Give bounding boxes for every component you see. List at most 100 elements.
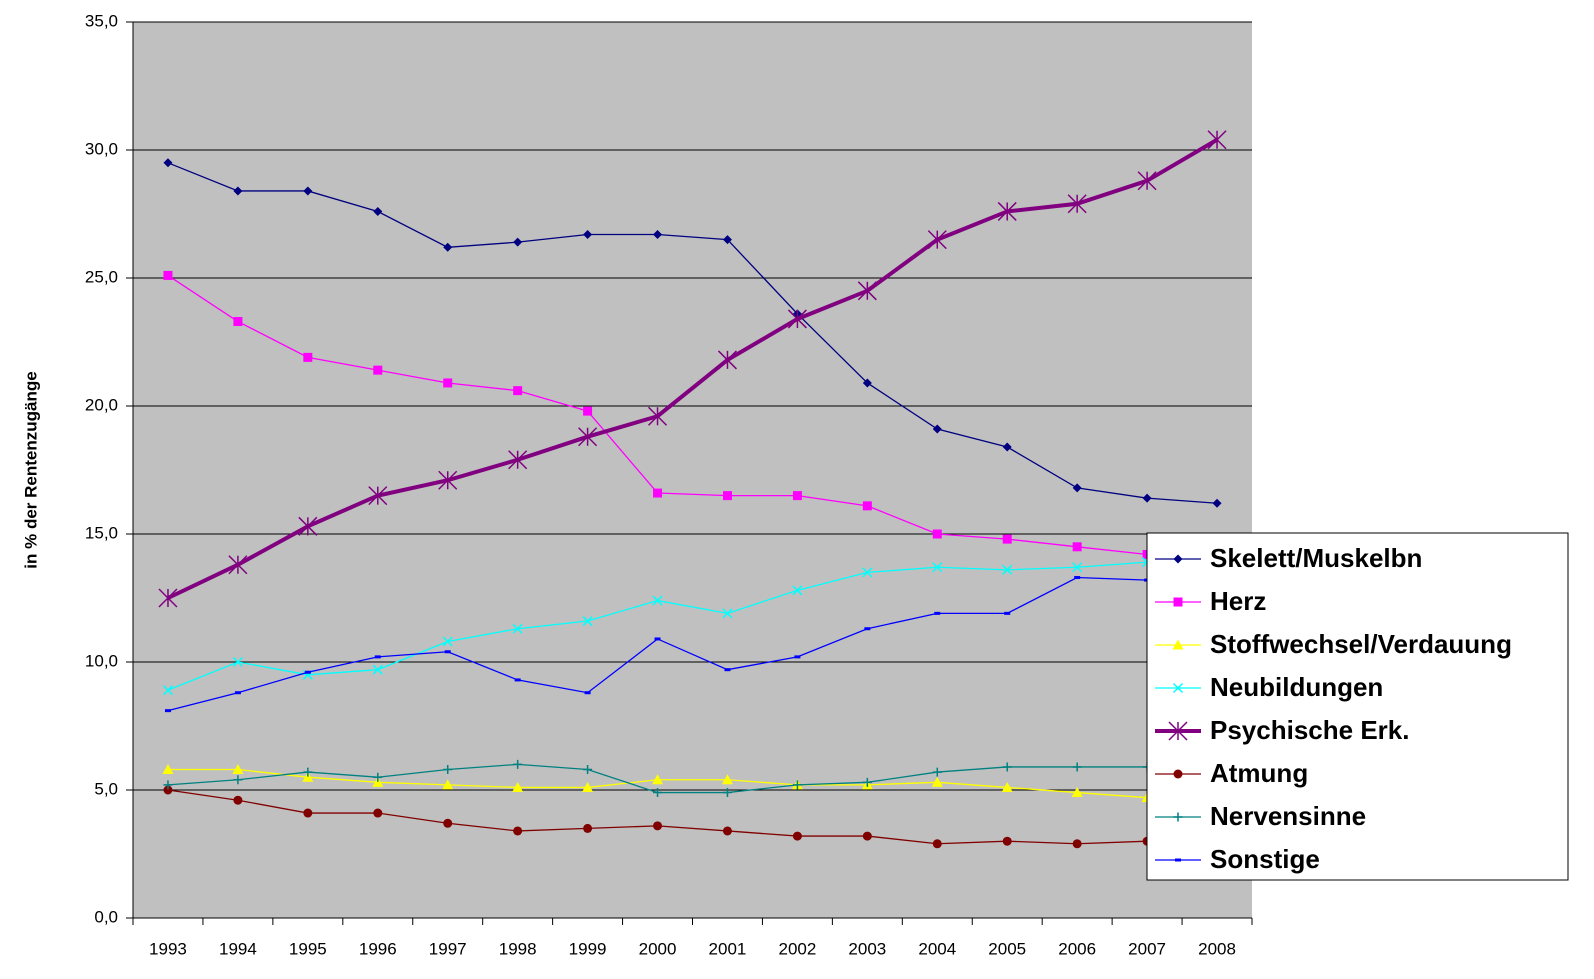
x-tick-label: 1999	[569, 939, 607, 958]
marker	[792, 780, 802, 790]
marker	[233, 795, 243, 805]
x-tick-label: 2003	[848, 939, 886, 958]
marker	[1212, 498, 1222, 508]
marker	[862, 567, 873, 578]
marker	[652, 774, 664, 785]
marker	[443, 242, 453, 252]
series-line	[167, 789, 1218, 845]
x-tick-label: 2000	[639, 939, 677, 958]
marker	[1072, 839, 1082, 849]
marker	[862, 831, 872, 841]
marker	[1002, 442, 1012, 452]
marker	[1002, 762, 1012, 772]
x-tick-label: 1998	[499, 939, 537, 958]
y-tick-label: 15,0	[85, 523, 118, 542]
x-tick-label: 1994	[219, 939, 257, 958]
marker	[443, 765, 453, 775]
legend: Skelett/Muskelbn Herz Stoffwechsel/Verdauu…	[1146, 532, 1569, 881]
marker	[162, 685, 173, 696]
marker	[233, 186, 243, 196]
marker	[158, 588, 178, 608]
marker	[787, 309, 807, 329]
marker	[232, 656, 243, 668]
series-line	[167, 274, 1218, 563]
marker	[1002, 836, 1012, 846]
marker	[722, 491, 732, 501]
marker	[303, 352, 313, 362]
x-tick-label: 2001	[709, 939, 747, 958]
marker	[1072, 542, 1082, 552]
marker	[373, 772, 383, 782]
y-tick-label: 35,0	[85, 11, 118, 30]
marker	[722, 235, 732, 245]
legend-label: Psychische Erk.	[1210, 715, 1409, 745]
y-tick-label: 0,0	[94, 907, 118, 926]
marker	[443, 378, 453, 388]
x-tick-label: 1996	[359, 939, 397, 958]
marker	[1142, 493, 1152, 503]
y-tick-label: 20,0	[85, 395, 118, 414]
marker	[1072, 562, 1083, 573]
marker	[997, 201, 1017, 221]
marker	[583, 406, 593, 416]
marker	[653, 229, 663, 239]
x-tick-label: 2006	[1058, 939, 1096, 958]
marker	[722, 788, 732, 798]
y-axis-label: in % der Rentenzugänge	[21, 371, 40, 568]
marker	[512, 623, 523, 634]
series-line	[167, 558, 1218, 691]
marker	[653, 488, 663, 498]
marker	[1173, 554, 1183, 564]
y-tick-label: 10,0	[85, 651, 118, 670]
marker	[582, 616, 593, 627]
legend-box	[1146, 532, 1569, 881]
marker	[857, 281, 877, 301]
marker	[1002, 534, 1012, 544]
marker	[653, 788, 663, 798]
marker	[583, 765, 593, 775]
marker	[582, 781, 594, 792]
marker	[1172, 682, 1184, 694]
marker	[368, 486, 388, 506]
marker	[513, 386, 523, 396]
marker	[792, 491, 802, 501]
marker	[1072, 762, 1082, 772]
marker	[163, 270, 173, 280]
marker	[932, 767, 942, 777]
y-tick-label: 5,0	[94, 779, 118, 798]
marker	[513, 237, 523, 247]
x-tick-label: 1997	[429, 939, 467, 958]
marker	[1067, 194, 1087, 214]
marker	[1072, 483, 1082, 493]
marker	[862, 378, 872, 388]
marker	[722, 826, 732, 836]
marker	[648, 406, 668, 426]
marker	[442, 779, 454, 790]
marker	[442, 636, 453, 647]
marker	[373, 365, 383, 375]
marker	[512, 781, 524, 792]
marker	[578, 427, 598, 447]
x-tick-label: 2004	[918, 939, 956, 958]
series-line	[167, 138, 1219, 600]
legend-label: Skelett/Muskelbn	[1210, 543, 1422, 573]
x-tick-label: 2007	[1128, 939, 1166, 958]
marker	[303, 186, 313, 196]
marker	[508, 450, 528, 470]
marker	[1207, 130, 1227, 150]
marker	[932, 562, 943, 573]
marker	[792, 831, 802, 841]
marker	[1172, 639, 1184, 650]
legend-label: Atmung	[1210, 758, 1308, 788]
marker	[1173, 769, 1183, 779]
marker	[303, 767, 313, 777]
marker	[931, 776, 943, 787]
marker	[163, 785, 173, 795]
legend-label: Nervensinne	[1210, 801, 1366, 831]
x-tick-label: 1995	[289, 939, 327, 958]
x-tick-label: 1993	[149, 939, 187, 958]
series-line	[167, 162, 1218, 504]
series-line	[167, 768, 1218, 801]
marker	[932, 424, 942, 434]
marker	[513, 826, 523, 836]
